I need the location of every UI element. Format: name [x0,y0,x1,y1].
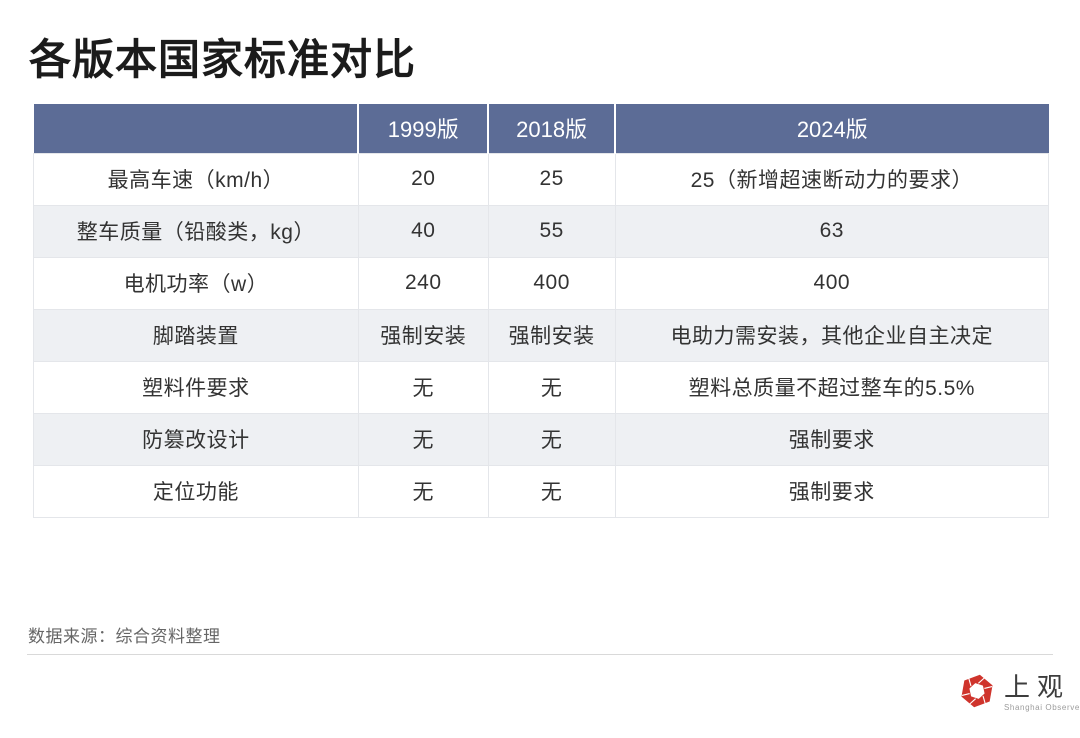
value-cell: 20 [357,152,489,206]
value-cell: 无 [357,464,489,518]
table-row: 整车质量（铅酸类，kg） 40 55 63 [33,204,1050,258]
footer-divider [27,654,1053,655]
table-row: 防篡改设计 无 无 强制要求 [33,412,1050,466]
value-cell: 无 [487,464,616,518]
value-cell: 400 [614,256,1050,310]
standards-comparison-table: 1999版 2018版 2024版 最高车速（km/h） 20 25 25（新增… [33,104,1050,518]
value-cell: 无 [487,360,616,414]
row-label-cell: 整车质量（铅酸类，kg） [33,204,359,258]
value-cell: 400 [487,256,616,310]
logo-text-block: 上观 Shanghai Observer [1004,672,1080,713]
row-label-cell: 定位功能 [33,464,359,518]
header-cell-blank [33,104,359,153]
header-cell-2018: 2018版 [487,104,616,153]
row-label-cell: 防篡改设计 [33,412,359,466]
aperture-hexagon-icon [961,674,993,708]
value-cell: 强制要求 [614,464,1050,518]
row-label-cell: 塑料件要求 [33,360,359,414]
row-label-cell: 电机功率（w） [33,256,359,310]
logo-subtitle: Shanghai Observer [1004,703,1080,712]
header-row: 1999版 2018版 2024版 [33,104,1049,153]
value-cell: 240 [357,256,489,310]
row-label-cell: 最高车速（km/h） [33,152,359,206]
value-cell: 强制安装 [487,308,616,362]
shanghai-observer-logo: 上观 Shanghai Observer [959,673,1080,712]
logo-wordmark: 上观 [1004,672,1071,702]
value-cell: 55 [487,204,616,258]
table-row: 最高车速（km/h） 20 25 25（新增超速断动力的要求） [33,152,1050,206]
value-cell: 40 [357,204,489,258]
table-row: 定位功能 无 无 强制要求 [33,464,1050,518]
value-cell: 25（新增超速断动力的要求） [614,152,1050,206]
value-cell: 25 [487,152,616,206]
table-header: 1999版 2018版 2024版 [33,104,1049,153]
table-row: 电机功率（w） 240 400 400 [33,256,1050,310]
value-cell: 塑料总质量不超过整车的5.5% [614,360,1050,414]
table-row: 脚踏装置 强制安装 强制安装 电助力需安装，其他企业自主决定 [33,308,1050,362]
header-cell-2024: 2024版 [614,104,1049,153]
value-cell: 无 [357,360,489,414]
table-body: 最高车速（km/h） 20 25 25（新增超速断动力的要求） 整车质量（铅酸类… [33,152,1050,518]
value-cell: 无 [357,412,489,466]
value-cell: 63 [614,204,1050,258]
table-row: 塑料件要求 无 无 塑料总质量不超过整车的5.5% [33,360,1050,414]
value-cell: 电助力需安装，其他企业自主决定 [614,308,1050,362]
value-cell: 无 [487,412,616,466]
header-cell-1999: 1999版 [357,104,489,153]
value-cell: 强制要求 [614,412,1050,466]
page-title: 各版本国家标准对比 [29,36,417,83]
data-source-note: 数据来源：综合资料整理 [28,627,221,646]
value-cell: 强制安装 [357,308,489,362]
row-label-cell: 脚踏装置 [33,308,359,362]
